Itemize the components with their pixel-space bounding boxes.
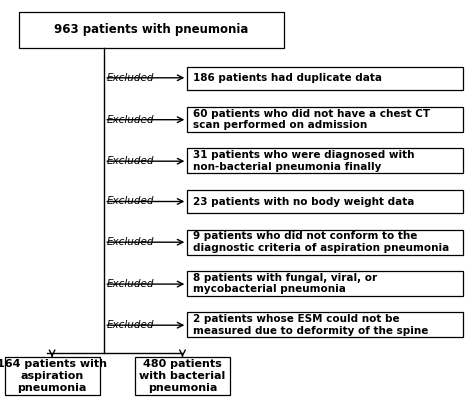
FancyBboxPatch shape [187,190,463,213]
Text: 60 patients who did not have a chest CT
scan performed on admission: 60 patients who did not have a chest CT … [193,109,430,130]
Text: Excluded: Excluded [107,279,154,289]
FancyBboxPatch shape [187,312,463,337]
Text: Excluded: Excluded [107,156,154,166]
Text: Excluded: Excluded [107,237,154,247]
Text: 164 patients with
aspiration
pneumonia: 164 patients with aspiration pneumonia [0,359,107,393]
Text: 23 patients with no body weight data: 23 patients with no body weight data [193,197,414,207]
Text: 963 patients with pneumonia: 963 patients with pneumonia [55,24,249,36]
Text: 480 patients
with bacterial
pneumonia: 480 patients with bacterial pneumonia [139,359,226,393]
FancyBboxPatch shape [135,357,230,395]
Text: Excluded: Excluded [107,320,154,330]
FancyBboxPatch shape [5,357,100,395]
Text: 186 patients had duplicate data: 186 patients had duplicate data [193,73,382,83]
Text: Excluded: Excluded [107,73,154,83]
Text: 9 patients who did not conform to the
diagnostic criteria of aspiration pneumoni: 9 patients who did not conform to the di… [193,231,449,253]
FancyBboxPatch shape [19,12,284,48]
FancyBboxPatch shape [187,148,463,173]
Text: Excluded: Excluded [107,196,154,207]
FancyBboxPatch shape [187,67,463,90]
Text: 2 patients whose ESM could not be
measured due to deformity of the spine: 2 patients whose ESM could not be measur… [193,314,428,336]
Text: Excluded: Excluded [107,115,154,125]
FancyBboxPatch shape [187,230,463,255]
FancyBboxPatch shape [187,107,463,132]
Text: 8 patients with fungal, viral, or
mycobacterial pneumonia: 8 patients with fungal, viral, or mycoba… [193,273,377,294]
FancyBboxPatch shape [187,271,463,296]
Text: 31 patients who were diagnosed with
non-bacterial pneumonia finally: 31 patients who were diagnosed with non-… [193,150,414,172]
